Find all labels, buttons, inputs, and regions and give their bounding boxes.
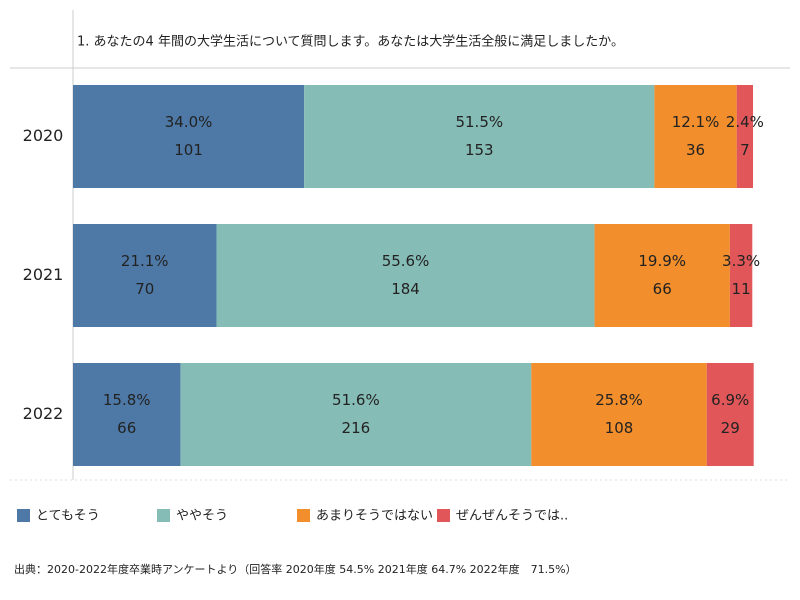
count-label: 7 (740, 141, 750, 159)
bar-segment (73, 85, 305, 188)
bar-segment (180, 363, 532, 466)
count-label: 36 (686, 141, 705, 159)
value-label: 2.4% (726, 113, 764, 131)
bar-segment (729, 224, 753, 327)
bar-segment (216, 224, 595, 327)
bar-segment (654, 85, 737, 188)
y-tick-label: 2021 (23, 265, 64, 284)
count-label: 66 (653, 280, 672, 298)
footnote: 出典：2020-2022年度卒業時アンケートより（回答率 2020年度 54.5… (14, 562, 577, 576)
count-label: 29 (721, 419, 740, 437)
count-label: 184 (391, 280, 420, 298)
count-label: 108 (605, 419, 634, 437)
bar-segment (531, 363, 707, 466)
count-label: 216 (342, 419, 371, 437)
bar-segment (73, 363, 181, 466)
value-label: 51.5% (455, 113, 503, 131)
chart-title: 1. あなたの4 年間の大学生活について質問します。あなたは大学生活全般に満足し… (77, 34, 624, 50)
legend-label: あまりそうではない (316, 509, 433, 524)
count-label: 66 (117, 419, 136, 437)
bar-segment (736, 85, 753, 188)
count-label: 11 (732, 280, 751, 298)
y-tick-label: 2022 (23, 404, 64, 423)
value-label: 19.9% (638, 252, 686, 270)
value-label: 34.0% (165, 113, 213, 131)
value-label: 21.1% (121, 252, 169, 270)
value-label: 6.9% (711, 391, 749, 409)
value-label: 25.8% (595, 391, 643, 409)
bar-segment (73, 224, 217, 327)
legend-label: とてもそう (36, 509, 100, 524)
count-label: 101 (174, 141, 203, 159)
bar-segment (304, 85, 655, 188)
count-label: 153 (465, 141, 494, 159)
bar-segment (706, 363, 754, 466)
value-label: 15.8% (103, 391, 151, 409)
value-label: 3.3% (722, 252, 760, 270)
value-label: 55.6% (382, 252, 430, 270)
legend-swatch (17, 509, 30, 522)
value-label: 12.1% (672, 113, 720, 131)
y-tick-label: 2020 (23, 126, 64, 145)
legend-label: ぜんぜんそうでは.. (456, 509, 568, 524)
value-label: 51.6% (332, 391, 380, 409)
legend-swatch (157, 509, 170, 522)
bar-segment (594, 224, 730, 327)
count-label: 70 (135, 280, 154, 298)
legend-label: ややそう (176, 509, 228, 524)
legend-swatch (437, 509, 450, 522)
legend-swatch (297, 509, 310, 522)
